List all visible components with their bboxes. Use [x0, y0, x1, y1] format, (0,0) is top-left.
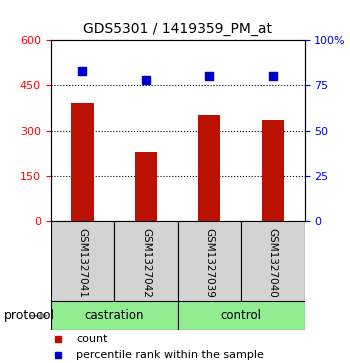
Point	[206, 73, 212, 79]
Bar	[51, 301, 177, 330]
Bar	[241, 221, 304, 301]
Text: protocol: protocol	[4, 309, 55, 322]
Text: GSM1327041: GSM1327041	[77, 228, 88, 298]
Bar	[114, 221, 177, 301]
Bar	[135, 152, 157, 221]
Point	[270, 73, 275, 79]
Text: castration: castration	[84, 309, 144, 322]
Text: GSM1327040: GSM1327040	[268, 228, 278, 298]
Bar	[262, 120, 284, 221]
Bar	[51, 221, 114, 301]
Text: GSM1327042: GSM1327042	[141, 228, 151, 298]
Text: control: control	[220, 309, 261, 322]
Bar	[177, 301, 304, 330]
Point	[80, 68, 85, 74]
Bar	[198, 115, 220, 221]
Bar	[71, 103, 93, 221]
Text: percentile rank within the sample: percentile rank within the sample	[76, 350, 264, 360]
Text: count: count	[76, 334, 108, 344]
Text: GSM1327039: GSM1327039	[204, 228, 214, 298]
Title: GDS5301 / 1419359_PM_at: GDS5301 / 1419359_PM_at	[83, 22, 272, 36]
Point	[143, 77, 149, 83]
Bar	[177, 221, 241, 301]
